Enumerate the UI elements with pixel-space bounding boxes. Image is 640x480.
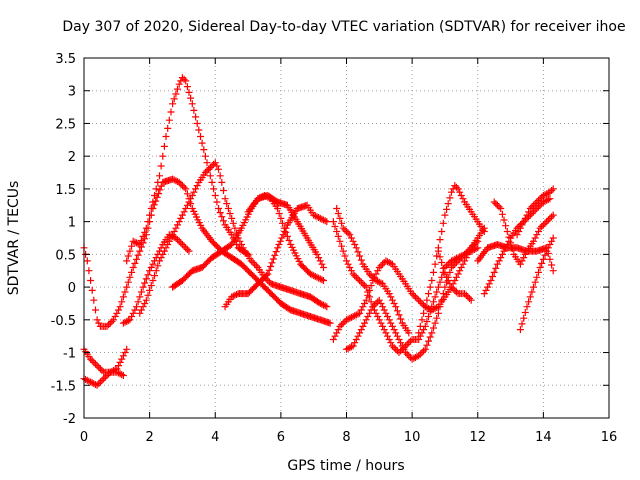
plus-markers <box>119 231 193 327</box>
plus-markers <box>434 247 475 304</box>
x-tick-label: 4 <box>211 430 219 445</box>
y-tick-label: 3.5 <box>55 52 76 67</box>
y-tick-label: 2.5 <box>55 117 76 132</box>
plus-markers <box>343 237 482 363</box>
y-axis-label: SDTVAR / TECUs <box>6 181 22 296</box>
plus-markers <box>333 205 413 337</box>
series-arc-20 <box>474 241 557 275</box>
plus-markers <box>221 201 331 311</box>
x-tick-label: 14 <box>535 430 552 445</box>
plus-markers <box>244 192 327 271</box>
series-arc-14 <box>415 182 488 337</box>
y-tick-labels: -2 -1.5 -1 -0.5 0 0.5 1 1.5 2 2.5 3 3.5 <box>51 52 76 427</box>
plus-markers <box>474 241 557 275</box>
series-arc-19 <box>513 185 557 239</box>
y-tick-label: 0.5 <box>55 248 76 263</box>
plus-markers <box>513 185 557 239</box>
y-tick-label: 1.5 <box>55 183 76 198</box>
x-tick-labels: 0 2 4 6 8 10 12 14 16 <box>80 430 617 445</box>
series-arc-2 <box>80 345 131 376</box>
y-tick-label: 0 <box>68 281 76 296</box>
chart-title: Day 307 of 2020, Sidereal Day-to-day VTE… <box>62 19 625 35</box>
x-tick-label: 10 <box>404 430 421 445</box>
x-tick-label: 2 <box>145 430 153 445</box>
x-tick-label: 12 <box>469 430 486 445</box>
x-tick-label: 6 <box>277 430 285 445</box>
series-arc-5 <box>119 231 193 327</box>
y-tick-label: -1 <box>63 347 76 362</box>
y-tick-label: 3 <box>68 85 76 100</box>
y-tick-label: 1 <box>68 216 76 231</box>
plus-markers <box>80 345 131 376</box>
x-tick-label: 8 <box>342 430 350 445</box>
axis-ticks <box>83 57 610 419</box>
x-tick-label: 0 <box>80 430 88 445</box>
y-tick-label: 2 <box>68 150 76 165</box>
plus-markers <box>123 74 252 265</box>
series-arc-6 <box>136 159 331 317</box>
series-arc-9 <box>244 192 327 271</box>
series-arc-13 <box>343 237 482 363</box>
series-arc-4 <box>123 74 252 265</box>
series-arc-8 <box>221 201 331 311</box>
series-arc-15 <box>434 247 475 304</box>
series-arc-11 <box>333 205 413 337</box>
y-tick-label: -1.5 <box>51 379 76 394</box>
x-tick-label: 16 <box>601 430 618 445</box>
y-tick-label: -2 <box>63 412 76 427</box>
x-axis-label: GPS time / hours <box>287 458 404 474</box>
plus-markers <box>136 159 331 317</box>
grid-lines <box>84 58 609 418</box>
y-tick-label: -0.5 <box>51 314 76 329</box>
data-marks <box>80 74 557 389</box>
plus-markers <box>415 182 488 337</box>
